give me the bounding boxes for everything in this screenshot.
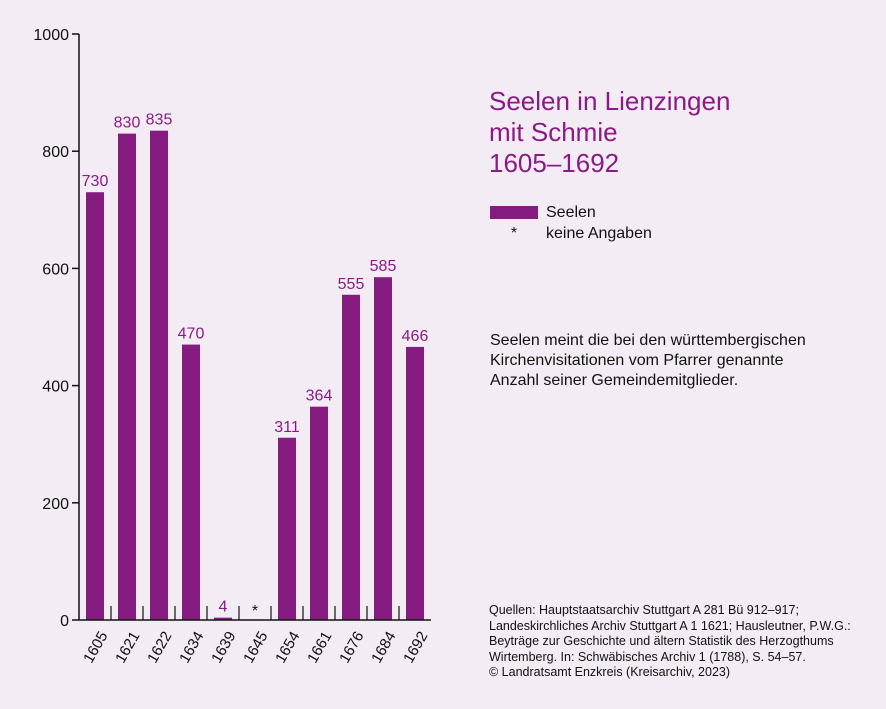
definition-note: Seelen meint die bei den württembergisch… — [490, 331, 860, 391]
y-tick-label: 1000 — [33, 27, 69, 44]
legend-label: keine Angaben — [546, 224, 652, 242]
note-line: Seelen meint die bei den württembergisch… — [490, 332, 806, 349]
bar-1661 — [310, 406, 328, 620]
sources-line: Landeskirchliches Archiv Stuttgart A 1 1… — [489, 618, 851, 633]
data-label-1661: 364 — [306, 388, 333, 405]
x-tick-label: 1676 — [336, 629, 367, 666]
sources-note: Quellen: Hauptstaatsarchiv Stuttgart A 2… — [489, 603, 879, 681]
x-tick-label: 1692 — [400, 629, 431, 666]
data-label-1621: 830 — [114, 115, 141, 132]
x-tick-label: 1622 — [144, 629, 175, 666]
note-line: Kirchenvisitationen vom Pfarrer genannte — [490, 352, 784, 369]
x-tick-label: 1639 — [208, 629, 239, 666]
data-label-1654: 311 — [274, 419, 300, 436]
x-tick-label: 1605 — [80, 629, 111, 666]
y-tick-label: 600 — [42, 261, 69, 278]
legend-item-seelen: Seelen — [490, 202, 652, 223]
bar-1621 — [118, 133, 136, 620]
legend: Seelen * keine Angaben — [490, 202, 652, 244]
x-tick-label: 1661 — [304, 629, 335, 666]
data-labels: 730 830 835 470 4 * 311 364 555 585 466 — [82, 112, 429, 620]
title-line: mit Schmie — [489, 117, 618, 147]
y-tick-label: 400 — [42, 379, 69, 396]
legend-missing-symbol: * — [510, 224, 518, 242]
bar-1634 — [182, 344, 200, 620]
chart-title: Seelen in Lienzingen mit Schmie 1605–169… — [489, 86, 730, 179]
bar-1676 — [342, 294, 360, 620]
x-tick-label: 1634 — [176, 629, 207, 666]
bar-1639 — [214, 617, 232, 620]
data-label-1605: 730 — [82, 173, 109, 190]
x-tick-label: 1621 — [112, 629, 143, 666]
sources-line: Wirtemberg. In: Schwäbisches Archiv 1 (1… — [489, 649, 806, 664]
bars — [86, 130, 424, 620]
x-tick-label: 1684 — [368, 629, 399, 666]
bar-1654 — [278, 437, 296, 620]
data-label-1622: 835 — [146, 112, 173, 129]
data-label-1684: 585 — [370, 258, 397, 275]
x-tick-label: 1654 — [272, 629, 303, 666]
missing-marker-1645: * — [252, 603, 258, 620]
y-axis: 0 200 400 600 800 1000 — [33, 27, 80, 630]
data-label-1639: 4 — [219, 599, 228, 616]
legend-item-missing: * keine Angaben — [490, 223, 652, 244]
sources-line: Beyträge zur Geschichte und ältern Stati… — [489, 634, 834, 648]
data-label-1692: 466 — [402, 328, 429, 345]
title-line: 1605–1692 — [489, 148, 620, 178]
bar-1605 — [86, 192, 104, 620]
legend-swatch — [490, 206, 538, 219]
title-line: Seelen in Lienzingen — [489, 86, 731, 116]
y-tick-label: 200 — [42, 496, 69, 513]
sources-line: Quellen: Hauptstaatsarchiv Stuttgart A 2… — [489, 603, 799, 617]
note-line: Anzahl seiner Gemeindemitglieder. — [490, 372, 739, 389]
data-label-1676: 555 — [338, 276, 365, 293]
y-tick-label: 800 — [42, 144, 69, 161]
data-label-1634: 470 — [178, 326, 205, 343]
bar-1684 — [374, 277, 392, 620]
bar-1622 — [150, 130, 168, 620]
bar-1692 — [406, 346, 424, 620]
legend-label: Seelen — [546, 203, 596, 221]
x-tick-label: 1645 — [240, 629, 271, 666]
sources-line: © Landratsamt Enzkreis (Kreisarchiv, 202… — [489, 665, 731, 679]
y-tick-label: 0 — [60, 613, 69, 630]
